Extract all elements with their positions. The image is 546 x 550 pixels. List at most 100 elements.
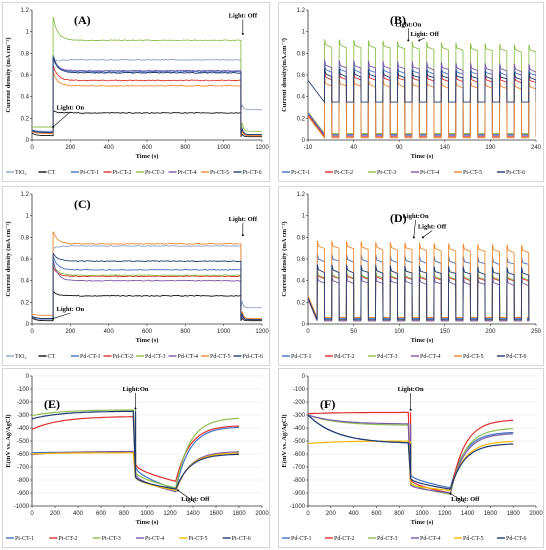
y-tick-label: -500: [17, 439, 30, 445]
y-tick-label: 0.4: [297, 95, 306, 101]
legend-entry: Pt-CT-6: [232, 536, 251, 542]
x-tick-label: -10: [304, 145, 313, 151]
legend-entry: Pt-CT-1: [80, 170, 99, 176]
y-tick-label: 0.4: [21, 279, 30, 285]
annotation-arrow: [52, 312, 71, 319]
x-tick-label: 100: [394, 329, 405, 335]
x-tick-label: 400: [73, 511, 84, 517]
y-tick-label: 0.2: [21, 300, 30, 306]
x-tick-label: 140: [440, 145, 451, 151]
annotation-arrowhead: [412, 236, 415, 239]
x-tick-label: 1800: [507, 511, 521, 517]
y-tick-label: 1: [26, 30, 30, 36]
legend-entry: Pd-CT-6: [506, 354, 526, 360]
series-line-pd-ct-3: [32, 263, 262, 321]
panel-label: (F): [320, 397, 335, 411]
series-line-ct: [32, 110, 262, 138]
x-tick-label: 1200: [438, 511, 452, 517]
x-tick-label: 800: [180, 329, 191, 335]
y-tick-label: 0.4: [21, 95, 30, 101]
x-tick-label: 0: [30, 329, 34, 335]
annotation-label: Light: Off: [181, 496, 210, 503]
x-tick-label: 190: [485, 145, 496, 151]
legend-entry: Pt-CT-3: [102, 536, 121, 542]
y-tick-label: 1.2: [21, 8, 30, 14]
y-tick-label: -700: [17, 465, 30, 471]
y-tick-label: -800: [293, 478, 306, 484]
y-axis-label: Current density (mA cm⁻²): [5, 221, 12, 296]
x-tick-label: 1200: [163, 511, 177, 517]
x-tick-label: 400: [104, 329, 115, 335]
series-line-tio-: [32, 245, 262, 321]
y-tick-label: -400: [293, 426, 306, 432]
y-tick-label: 1: [26, 214, 30, 220]
panel-border: [278, 368, 544, 548]
panel-d: 0 0.2 0.4 0.6 0.8 1 1.2 0 50 100 150 200 250 Time (s)…: [278, 186, 544, 366]
legend-entry: Pt-CT-2: [58, 536, 77, 542]
panel-border: [2, 2, 270, 182]
y-tick-label: 1: [302, 214, 306, 220]
x-tick-label: 1200: [255, 145, 269, 151]
y-axis-label: Current density (mA cm⁻²): [281, 221, 288, 296]
series-group: [32, 409, 240, 493]
legend-entry: Pt-CT-4: [178, 170, 197, 176]
annotation-arrowhead: [421, 236, 424, 239]
y-tick-label: -800: [17, 478, 30, 484]
series-line-pd-ct-4: [32, 260, 262, 321]
x-tick-label: 1400: [461, 511, 475, 517]
y-tick-label: 0: [302, 322, 306, 328]
x-tick-label: 1000: [415, 511, 429, 517]
x-tick-label: 240: [531, 145, 542, 151]
y-tick-label: -400: [17, 426, 30, 432]
series-line-pt-ct-3: [32, 17, 262, 132]
legend-entry: Pt-CT-5: [188, 536, 207, 542]
x-axis-label: Time (s): [136, 153, 159, 160]
y-tick-label: 0.6: [297, 257, 306, 263]
x-tick-label: 1000: [217, 145, 231, 151]
series-line-pt-ct-5: [32, 72, 262, 137]
chart-e: 0 -100 -200 -300 -400 -500 -600 -700 -800 -900 -10…: [2, 368, 270, 548]
y-tick-label: 0.6: [21, 257, 30, 263]
chart-b: 0 0.2 0.4 0.6 0.8 1 1.2 -10 40 90 140 190 240 Time (s…: [278, 2, 544, 182]
series-line-pt-ct-6: [32, 410, 239, 490]
x-tick-label: 0: [30, 145, 34, 151]
x-tick-label: 400: [349, 511, 360, 517]
y-tick-label: 0.8: [297, 51, 306, 57]
panel-e: 0 -100 -200 -300 -400 -500 -600 -700 -800 -900 -10…: [2, 368, 270, 548]
series-line-pd-ct-4: [308, 275, 530, 322]
annotation-arrowhead: [241, 234, 244, 237]
x-tick-label: 0: [306, 329, 310, 335]
legend-entry: Pt-CT-2: [113, 170, 132, 176]
x-tick-label: 800: [119, 511, 130, 517]
legend-entry: Pd-CT-4: [178, 354, 198, 360]
y-tick-label: -1000: [14, 504, 30, 510]
series-line-pd-ct-5: [308, 240, 530, 318]
x-tick-label: 800: [394, 511, 405, 517]
legend-entry: Pd-CT-3: [377, 354, 397, 360]
annotation-arrowhead: [134, 407, 137, 410]
legend-entry: Pt-CT-3: [377, 170, 396, 176]
legend-entry: CT: [48, 354, 56, 360]
legend-entry: Pt-CT-6: [243, 170, 262, 176]
annotation-arrowhead: [418, 39, 421, 42]
legend-entry: Pd-CT-3: [145, 354, 165, 360]
panel-label: (B): [390, 13, 406, 27]
annotation-label: Light: Off: [451, 496, 480, 503]
y-tick-label: -600: [293, 452, 306, 458]
legend-entry: Pd-CT-1: [291, 354, 311, 360]
panel-border: [2, 368, 270, 548]
x-tick-label: 600: [96, 511, 107, 517]
series-line-pd-ct-2: [32, 267, 262, 321]
series-group: [308, 411, 514, 495]
series-line-tio-: [32, 58, 262, 134]
series-line-pd-ct-6: [308, 264, 530, 321]
legend-entry: Pt-CT-6: [506, 170, 525, 176]
legend-entry: Pd-CT-5: [210, 354, 230, 360]
x-tick-label: 2000: [529, 511, 543, 517]
legend-entry: Pd-CT-5: [463, 354, 483, 360]
panel-border: [2, 186, 270, 366]
y-tick-label: 0.8: [297, 235, 306, 241]
series-line-pt-ct-3: [308, 39, 536, 135]
series-line-pt-ct-1: [32, 55, 262, 136]
x-tick-label: 1400: [186, 511, 200, 517]
